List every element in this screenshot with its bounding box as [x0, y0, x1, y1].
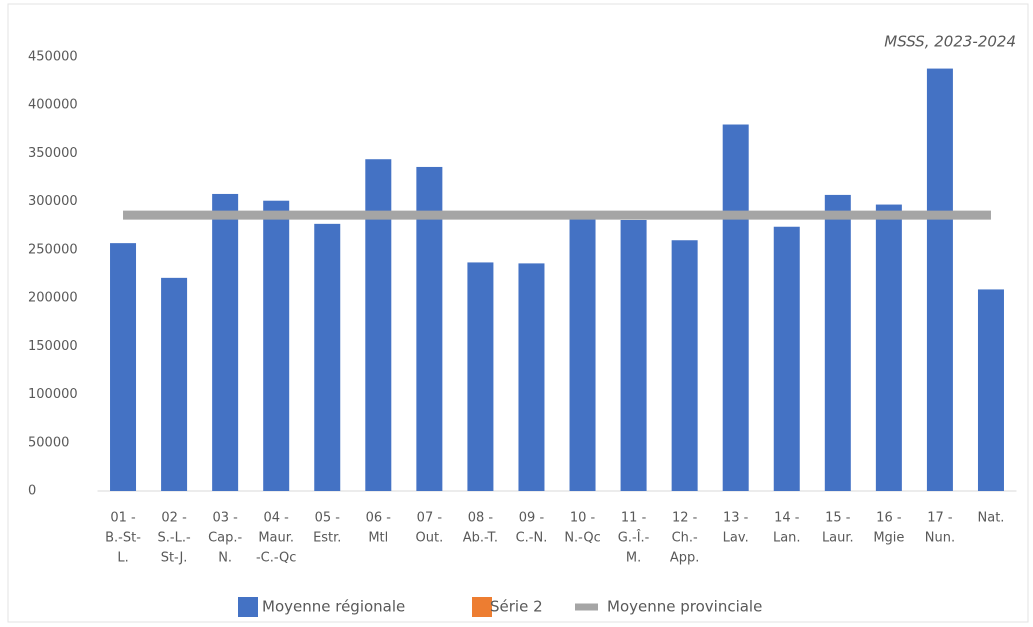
x-tick-label: 03 - — [212, 511, 238, 526]
x-tick-label: App. — [670, 551, 700, 566]
x-tick-label: N.-Qc — [564, 531, 600, 546]
legend-label: Moyenne régionale — [262, 598, 405, 616]
x-tick-label: L. — [117, 551, 128, 566]
x-tick-label: 11 - — [621, 511, 647, 526]
y-tick-label: 100000 — [28, 387, 78, 402]
legend-swatch — [238, 597, 258, 617]
y-tick-label: 450000 — [28, 50, 78, 65]
bar — [161, 277, 188, 491]
x-tick-label: Mgie — [873, 531, 904, 546]
bar — [365, 159, 392, 491]
x-tick-label: Ch.- — [672, 531, 698, 546]
y-tick-label: 250000 — [28, 242, 78, 257]
bar — [110, 243, 137, 491]
x-tick-label: 05 - — [315, 511, 341, 526]
x-tick-label: Ab.-T. — [463, 531, 498, 546]
x-tick-label: Nat. — [978, 511, 1005, 526]
x-tick-label: St-J. — [161, 551, 188, 566]
bar — [314, 223, 341, 492]
x-tick-label: Cap.- — [208, 531, 242, 546]
x-tick-label: 06 - — [366, 511, 392, 526]
x-tick-label: 02 - — [161, 511, 187, 526]
y-tick-label: 350000 — [28, 146, 78, 161]
x-tick-label: 12 - — [672, 511, 698, 526]
bar — [824, 194, 851, 491]
bar — [671, 240, 698, 491]
bar — [722, 124, 749, 491]
bar — [977, 289, 1004, 491]
x-tick-label: 16 - — [876, 511, 902, 526]
legend-label: Série 2 — [490, 598, 543, 616]
bar — [926, 68, 953, 491]
bar — [212, 193, 239, 491]
y-tick-label: 400000 — [28, 98, 78, 113]
x-tick-label: 07 - — [417, 511, 443, 526]
y-tick-label: 300000 — [28, 194, 78, 209]
x-tick-label: Estr. — [313, 531, 341, 546]
y-tick-label: 150000 — [28, 339, 78, 354]
x-tick-label: Nun. — [925, 531, 955, 546]
x-tick-label: Lan. — [773, 531, 801, 546]
bar — [569, 216, 596, 491]
y-tick-label: 0 — [28, 484, 36, 499]
bar — [467, 262, 494, 491]
x-tick-label: Mtl — [368, 531, 388, 546]
x-tick-label: S.-L.- — [158, 531, 191, 546]
x-tick-label: 08 - — [468, 511, 494, 526]
x-tick-label: N. — [218, 551, 232, 566]
x-tick-label: Laur. — [822, 531, 854, 546]
x-tick-label: Lav. — [723, 531, 749, 546]
x-tick-label: 15 - — [825, 511, 851, 526]
x-tick-label: 17 - — [927, 511, 953, 526]
x-tick-label: 13 - — [723, 511, 749, 526]
annotation: MSSS, 2023-2024 — [884, 33, 1016, 51]
x-tick-label: 04 - — [264, 511, 290, 526]
x-tick-label: M. — [626, 551, 641, 566]
x-tick-label: Maur. — [258, 531, 294, 546]
x-tick-label: Out. — [416, 531, 444, 546]
x-tick-label: C.-N. — [516, 531, 548, 546]
x-tick-label: 01 - — [110, 511, 136, 526]
y-tick-label: 50000 — [28, 435, 69, 450]
x-tick-label: 14 - — [774, 511, 800, 526]
x-tick-label: 10 - — [570, 511, 596, 526]
bar — [416, 166, 443, 492]
bar — [518, 263, 545, 491]
legend-label: Moyenne provinciale — [607, 598, 762, 616]
bar — [875, 204, 902, 491]
x-tick-label: G.-Î.- — [618, 530, 650, 546]
y-tick-label: 200000 — [28, 291, 78, 306]
bar — [263, 200, 290, 492]
chart-frame — [7, 3, 1029, 623]
bar — [620, 219, 647, 492]
bar — [773, 226, 800, 491]
x-tick-label: B.-St- — [105, 531, 141, 546]
legend-swatch — [472, 597, 492, 617]
x-tick-label: -C.-Qc — [256, 551, 296, 566]
x-tick-label: 09 - — [519, 511, 545, 526]
